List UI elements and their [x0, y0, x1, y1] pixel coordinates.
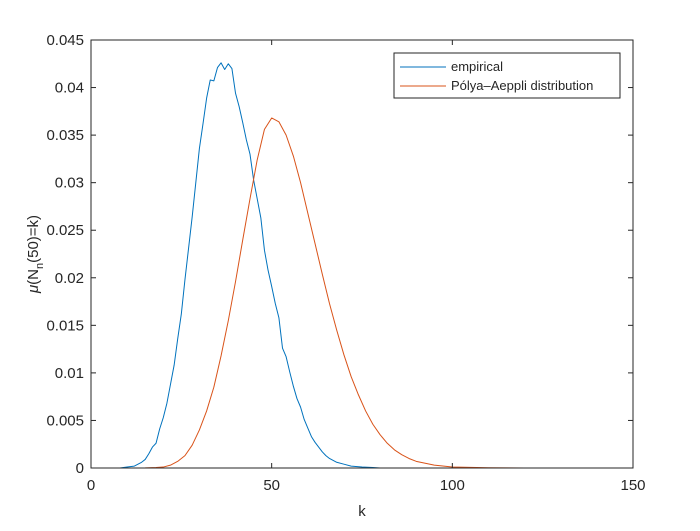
y-tick-label: 0.03	[55, 175, 84, 192]
x-tick-label: 150	[620, 477, 645, 494]
x-tick-label: 0	[87, 477, 95, 494]
y-axis-label: μ(Nn(50)=k)	[25, 215, 46, 294]
x-axis-label: k	[358, 503, 366, 520]
y-axis-label-suffix: (50)=k)	[25, 215, 42, 263]
series-line-1	[91, 117, 633, 469]
y-tick-label: 0.02	[55, 270, 84, 287]
y-axis-label-main: (N	[25, 269, 42, 285]
legend: empirical Pólya–Aeppli distribution	[393, 52, 621, 99]
y-tick-label: 0.035	[46, 127, 84, 144]
y-axis-label-subscript: n	[34, 263, 46, 269]
y-axis: 0 0.005 0.01 0.015 0.02 0.025 0.03 0.035 0.04 0.0…	[46, 32, 633, 477]
legend-label-polya-aeppli: Pólya–Aeppli distribution	[451, 78, 593, 93]
y-tick-label: 0.01	[55, 365, 84, 382]
y-axis-label-prefix: μ	[25, 285, 42, 294]
legend-label-empirical: empirical	[451, 59, 503, 74]
x-axis: 0 50 100 150	[87, 40, 646, 494]
series-line-0	[91, 62, 633, 469]
y-tick-label: 0.025	[46, 222, 84, 239]
plot-frame	[90, 39, 634, 469]
plot-background	[91, 40, 633, 468]
y-tick-label: 0.045	[46, 32, 84, 49]
series-layer	[91, 62, 633, 469]
y-tick-label: 0.005	[46, 412, 84, 429]
x-tick-label: 50	[263, 477, 280, 494]
legend-box	[393, 52, 621, 99]
x-tick-label: 100	[440, 477, 465, 494]
y-tick-label: 0	[76, 460, 84, 477]
y-tick-label: 0.04	[55, 80, 84, 97]
y-tick-label: 0.015	[46, 317, 84, 334]
